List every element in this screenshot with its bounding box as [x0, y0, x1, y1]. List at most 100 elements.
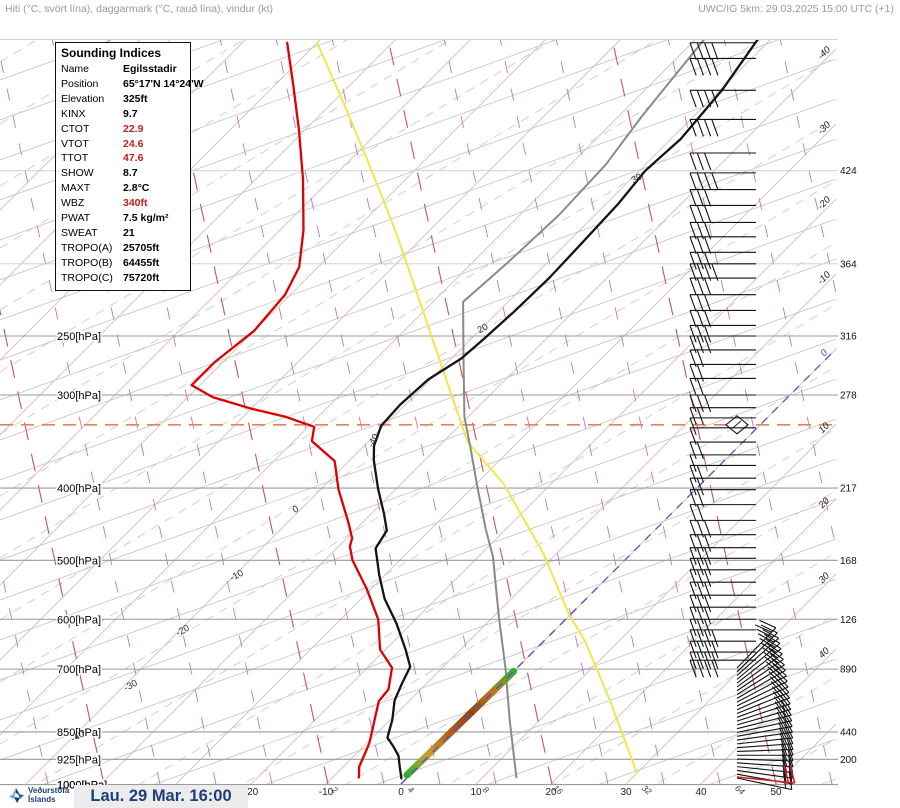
valid-time-box[interactable]: Lau. 29 Mar. 16:00	[74, 785, 248, 808]
index-label: PWAT	[61, 212, 91, 225]
index-label: Elevation	[61, 92, 105, 105]
index-value: 25705ft	[123, 241, 160, 254]
org-name-line1: Veðurstofa	[28, 786, 70, 795]
valid-time-label: Lau. 29 Mar. 16:00	[90, 787, 232, 805]
temperature-curve	[372, 40, 759, 780]
freezing-isotherm	[400, 348, 836, 784]
isotherm-right-label: -10	[815, 269, 833, 287]
index-label: TTOT	[61, 152, 89, 165]
mixing-ratio-label: 4	[406, 784, 416, 795]
indices-row-position: Position 65°17'N 14°24'W	[61, 77, 204, 92]
pressure-label: 300[hPa]	[57, 390, 101, 402]
pressure-label: 500[hPa]	[57, 555, 101, 567]
isotherm-right-label: 40	[817, 645, 833, 661]
isotherm-right-label: 10	[817, 420, 833, 436]
index-value: 2.8°C	[123, 182, 150, 195]
height-label: 364	[840, 259, 857, 270]
indices-row-elevation: Elevation 325ft	[61, 92, 186, 107]
index-label: VTOT	[61, 137, 89, 150]
index-value: 21	[123, 226, 135, 239]
indices-rows: Name Egilsstadir Position 65°17'N 14°24'W El…	[61, 62, 204, 286]
pressure-label: 250[hPa]	[57, 331, 101, 343]
isotherm-right-label: 30	[817, 570, 833, 586]
pressure-label: 400[hPa]	[57, 483, 101, 495]
index-value: 24.6	[123, 137, 144, 150]
adiabat-label: -20	[174, 623, 191, 639]
temp-tick-label: -10	[319, 787, 334, 798]
index-label: Name	[61, 63, 90, 75]
adiabat-label: -30	[122, 678, 139, 694]
temp-tick-label: 40	[695, 787, 707, 798]
adiabat-label: 20	[476, 321, 491, 336]
pressure-label: 700[hPa]	[57, 664, 101, 676]
adiabat-label: -10	[228, 568, 245, 584]
mixing-ratio-label: 2	[329, 784, 340, 796]
indices-row-tropoc: TROPO(C) 75720ft	[61, 271, 186, 286]
height-label: 890	[840, 665, 857, 676]
temp-tick-label: 30	[620, 787, 632, 798]
index-value: 8.7	[123, 167, 138, 180]
pressure-label: 850[hPa]	[57, 727, 101, 739]
index-label: KINX	[61, 107, 86, 120]
axis-labels: 250[hPa] 300[hPa] 400[hPa] 500[hPa] 600[hPa]…	[56, 44, 858, 798]
height-label: 316	[840, 332, 857, 343]
tropopause-line	[0, 415, 838, 435]
index-label: MAXT	[61, 182, 91, 195]
indices-row-ttot: TTOT 47.6	[61, 151, 186, 166]
index-label: WBZ	[61, 197, 85, 210]
isotherm-right-label: 20	[816, 495, 832, 511]
compass-logo-icon	[9, 788, 24, 803]
yellow-reference-curve	[316, 41, 638, 774]
index-label: SHOW	[61, 167, 94, 180]
wind-barb-column	[689, 42, 756, 678]
index-label: TROPO(B)	[61, 256, 113, 269]
indices-row-tropoa: TROPO(A) 25705ft	[61, 241, 186, 256]
indices-row-kinx: KINX 9.7	[61, 107, 186, 122]
height-label: 217	[840, 484, 857, 495]
index-value: 340ft	[123, 197, 148, 210]
temp-tick-label: 10	[470, 787, 482, 798]
chart-legend-text: Hiti (°C, svört lína), daggarmark (°C, r…	[5, 3, 274, 15]
height-label: 200	[840, 755, 857, 766]
indices-row-vtot: VTOT 24.6	[61, 137, 186, 152]
indices-row-maxt: MAXT 2.8°C	[61, 181, 186, 196]
adiabat-label: 30	[630, 171, 645, 186]
indices-row-show: SHOW 8.7	[61, 166, 186, 181]
indices-row-pwat: PWAT 7.5 kg/m²	[61, 211, 186, 226]
mixing-ratio-label: 8	[481, 784, 491, 795]
org-name-line2: Íslands	[28, 794, 56, 804]
adiabat-label: -40	[366, 432, 382, 449]
sounding-indices-panel: Sounding Indices Name Egilsstadir Position…	[55, 42, 204, 291]
indices-row-ctot: CTOT 22.9	[61, 122, 186, 137]
indices-row-tropob: TROPO(B) 64455ft	[61, 256, 186, 271]
index-value: 75720ft	[123, 271, 160, 284]
height-label: 278	[840, 390, 857, 401]
adiabat-label: 0	[291, 504, 301, 516]
index-value: 65°17'N 14°24'W	[123, 77, 204, 90]
isotherm-lines	[0, 40, 836, 784]
indices-row-name: Name Egilsstadir	[61, 62, 186, 77]
index-value: 47.6	[123, 152, 144, 165]
parcel-path-segment	[403, 667, 518, 779]
index-value: Egilsstadir	[123, 63, 177, 75]
height-label: 440	[840, 727, 857, 738]
footer-bar: Veðurstofa Íslands Lau. 29 Mar. 16:00	[0, 784, 900, 808]
pressure-label: 600[hPa]	[57, 614, 101, 626]
indices-panel-title: Sounding Indices	[61, 46, 162, 60]
height-label: 168	[840, 556, 857, 567]
indices-row-wbz: WBZ 340ft	[61, 196, 186, 211]
model-run-timestamp: UWC/IG 5km: 29.03.2025 15:00 UTC (+1)	[698, 3, 894, 15]
index-value: 22.9	[123, 122, 144, 135]
height-label: 424	[840, 166, 857, 177]
wind-barb-cluster	[736, 619, 796, 791]
met-office-logo[interactable]: Veðurstofa Íslands	[8, 786, 70, 804]
temp-tick-label: 0	[398, 787, 404, 798]
temp-tick-label: 50	[770, 787, 782, 798]
freezing-overlay	[400, 583, 602, 785]
index-value: 9.7	[123, 107, 138, 120]
dewpoint-curve	[190, 41, 394, 779]
temp-tick-label: -20	[244, 787, 259, 798]
index-label: CTOT	[61, 122, 90, 135]
index-value: 7.5 kg/m²	[123, 212, 169, 225]
